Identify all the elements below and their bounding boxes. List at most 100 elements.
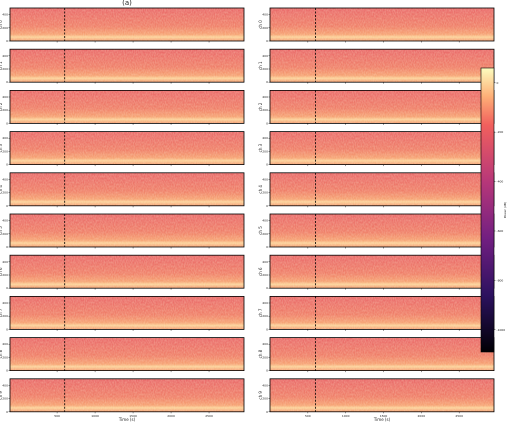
y-tick-label: 0: [6, 163, 8, 167]
spectrogram-texture: [270, 296, 494, 330]
x-tick-label: 1500: [129, 414, 137, 418]
y-tick-label: 200: [262, 397, 268, 401]
spectrogram-texture: [270, 337, 494, 371]
y-tick-label: 400: [2, 136, 8, 140]
spectrogram-texture: [10, 131, 244, 165]
axes-frame: [269, 48, 495, 83]
y-tick-label: 400: [2, 219, 8, 223]
y-tick-label: 200: [2, 232, 8, 236]
y-tick-label: 400: [2, 177, 8, 181]
spectrogram-texture: [10, 8, 244, 41]
colorbar-tick-label: -200: [497, 130, 504, 134]
x-tick-label: 500: [54, 414, 60, 418]
spectrogram-texture: [270, 8, 494, 41]
x-tick-label: 1500: [380, 414, 388, 418]
y-tick-label: 0: [6, 39, 8, 43]
y-tick-label: 0: [266, 80, 268, 84]
axes-frame: [9, 254, 245, 289]
spectrogram-texture: [10, 49, 244, 83]
x-tick-label: 1000: [342, 414, 350, 418]
spectrogram-texture: [270, 172, 494, 206]
spectrogram-texture: [10, 337, 244, 371]
y-tick-label: 200: [2, 314, 8, 318]
y-axis-label: ch 2: [0, 102, 3, 111]
y-tick-label: 400: [262, 136, 268, 140]
axes-frame: [9, 48, 245, 83]
colorbar-tick-label: -1000: [497, 328, 506, 332]
y-tick-label: 200: [262, 149, 268, 153]
y-axis-label: ch 7: [258, 308, 263, 317]
y-tick-label: 200: [262, 314, 268, 318]
y-tick-label: 400: [2, 54, 8, 58]
y-tick-label: 200: [2, 355, 8, 359]
y-axis-label: ch 6: [258, 267, 263, 276]
spectrogram-texture: [270, 49, 494, 83]
x-tick-label: 2000: [418, 414, 426, 418]
y-axis-label: ch 0: [0, 20, 3, 29]
y-tick-label: 0: [266, 327, 268, 331]
y-tick-label: 200: [262, 108, 268, 112]
axes-frame: [9, 131, 245, 166]
spectrogram-texture: [270, 90, 494, 124]
y-tick-label: 200: [2, 108, 8, 112]
spectrogram-texture: [10, 255, 244, 289]
y-axis-label: ch 7: [0, 308, 3, 317]
y-tick-label: 0: [266, 369, 268, 373]
spectrogram-texture: [10, 378, 244, 412]
y-tick-label: 0: [266, 204, 268, 208]
x-tick-label: 500: [305, 414, 311, 418]
y-tick-label: 400: [262, 13, 268, 17]
y-tick-label: 200: [2, 149, 8, 153]
y-tick-label: 400: [262, 95, 268, 99]
y-tick-label: 0: [266, 410, 268, 414]
spectrogram-texture: [10, 296, 244, 330]
y-tick-label: 400: [2, 260, 8, 264]
axes-frame: [269, 378, 495, 413]
y-axis-label: ch 4: [0, 185, 3, 194]
y-axis-label: ch 9: [258, 391, 263, 400]
axes-frame: [9, 172, 245, 207]
colorbar-label: Power (dB): [503, 202, 507, 218]
y-axis-label: ch 3: [258, 143, 263, 152]
y-axis-label: ch 3: [0, 143, 3, 152]
y-tick-label: 200: [262, 355, 268, 359]
spectrogram-texture: [10, 172, 244, 206]
y-tick-label: 0: [6, 204, 8, 208]
y-tick-label: 400: [2, 301, 8, 305]
y-tick-label: 0: [266, 286, 268, 290]
y-axis-label: ch 5: [258, 226, 263, 235]
axes-frame: [269, 7, 495, 42]
x-axis-label: Time (s): [118, 417, 136, 422]
y-tick-label: 400: [262, 383, 268, 387]
y-tick-label: 200: [262, 273, 268, 277]
spectrogram-texture: [10, 90, 244, 124]
y-tick-label: 0: [6, 80, 8, 84]
colorbar-tick-label: -600: [497, 229, 504, 233]
y-tick-label: 400: [262, 54, 268, 58]
panel-title: (a): [122, 0, 132, 7]
y-tick-label: 200: [262, 67, 268, 71]
y-tick-label: 200: [2, 191, 8, 195]
spectrogram-texture: [270, 255, 494, 289]
y-tick-label: 0: [6, 410, 8, 414]
y-tick-label: 400: [262, 301, 268, 305]
y-axis-label: ch 1: [0, 61, 3, 70]
y-tick-label: 0: [266, 121, 268, 125]
y-tick-label: 0: [266, 163, 268, 167]
y-tick-label: 400: [262, 219, 268, 223]
y-tick-label: 200: [262, 26, 268, 30]
y-tick-label: 200: [262, 232, 268, 236]
spectrogram-texture: [270, 131, 494, 165]
axes-frame: [9, 337, 245, 372]
y-tick-label: 0: [266, 245, 268, 249]
colorbar: [480, 67, 495, 353]
y-tick-label: 0: [6, 369, 8, 373]
axes-frame: [269, 337, 495, 372]
y-tick-label: 0: [6, 245, 8, 249]
y-tick-label: 200: [2, 273, 8, 277]
y-tick-label: 400: [262, 177, 268, 181]
x-tick-label: 2500: [205, 414, 213, 418]
spectrogram-texture: [270, 378, 494, 412]
y-tick-label: 400: [2, 383, 8, 387]
y-tick-label: 400: [262, 260, 268, 264]
